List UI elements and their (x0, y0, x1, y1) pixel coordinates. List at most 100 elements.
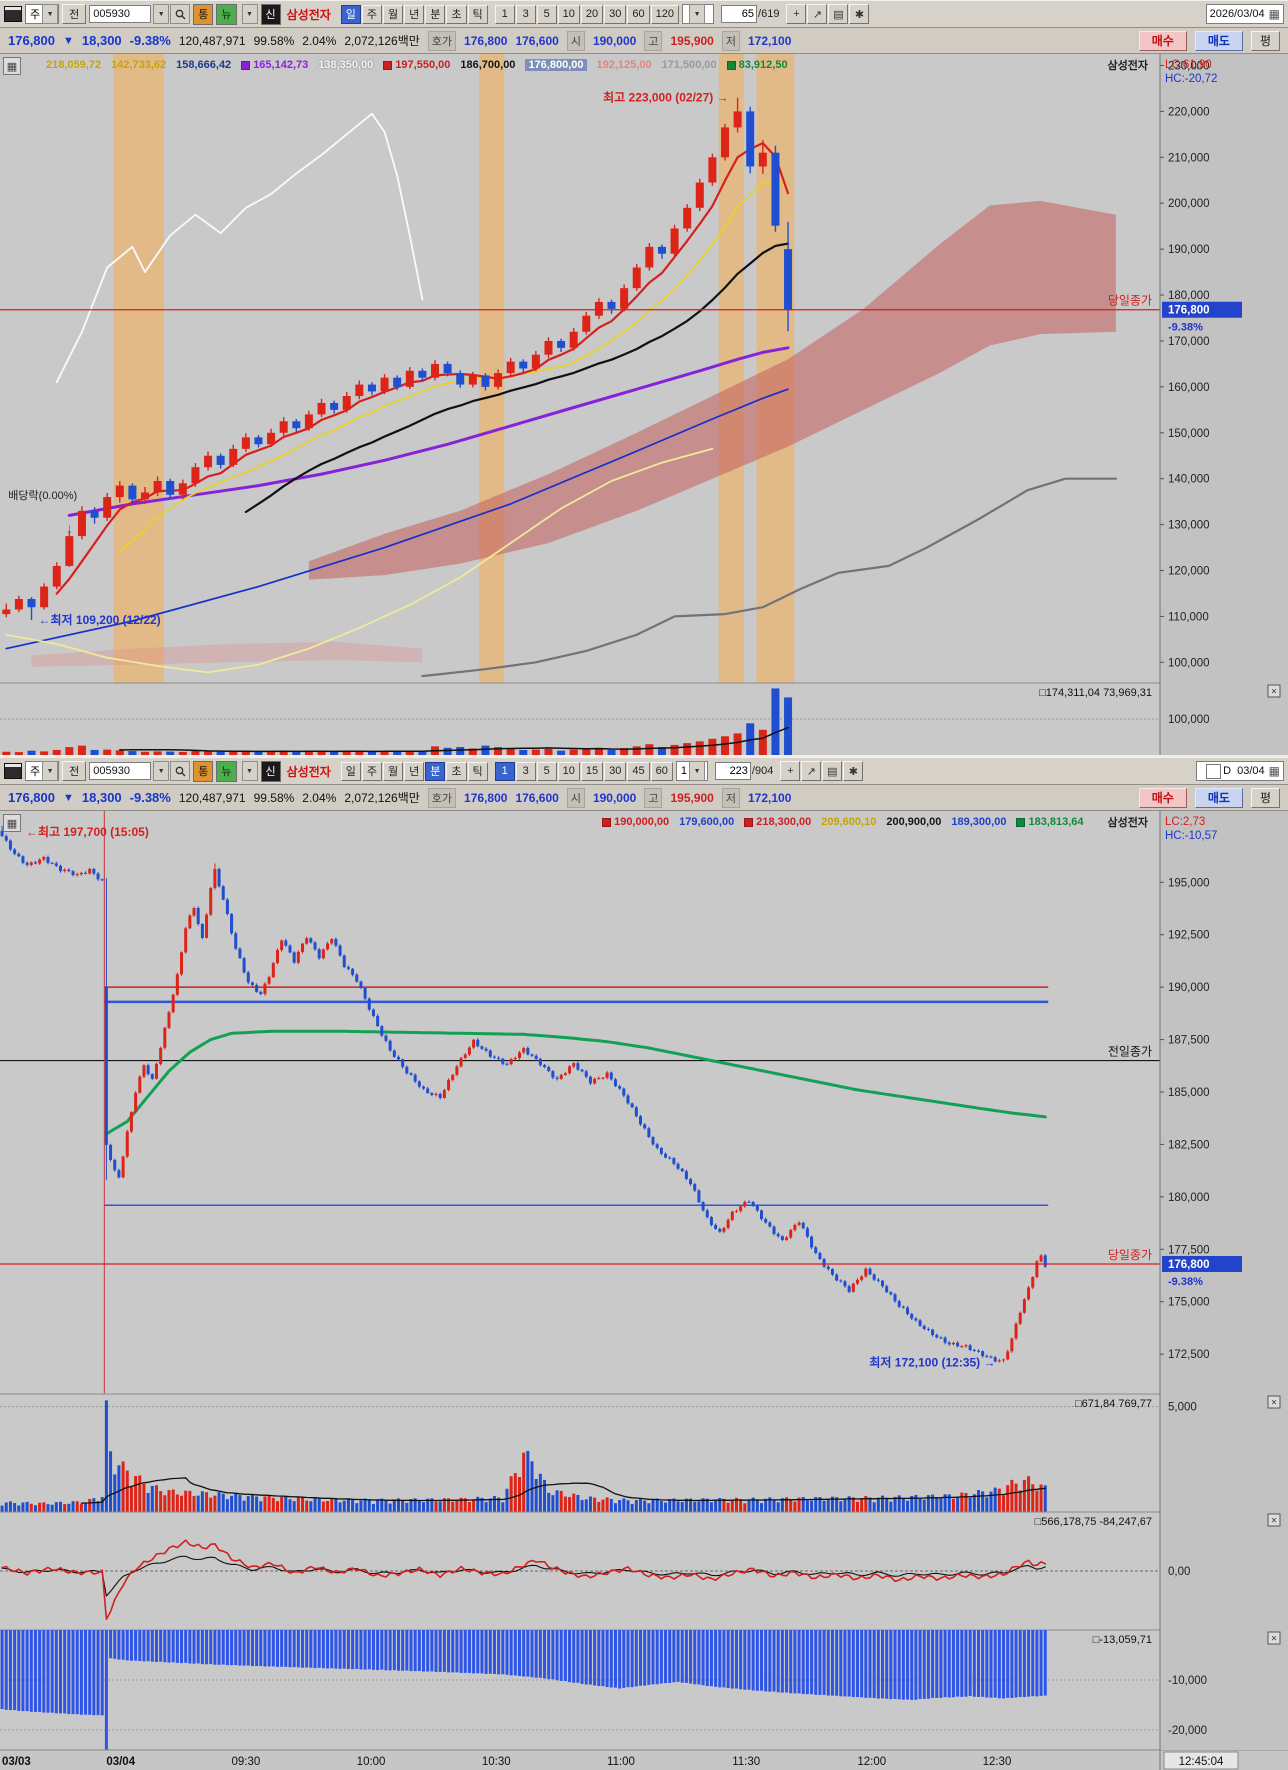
trendline-icon[interactable]: ↗ (801, 761, 822, 781)
tong-button[interactable]: 통 (193, 3, 214, 25)
period-button-4[interactable]: 년 (404, 761, 425, 781)
chevron-down-icon[interactable]: ▼ (689, 4, 706, 24)
date-field[interactable]: 2026/03/04 ▦ (1205, 4, 1284, 24)
sell-button[interactable]: 매도 (1194, 30, 1243, 51)
chevron-down-icon[interactable]: ▼ (42, 761, 59, 781)
bar-count-input[interactable] (714, 762, 751, 780)
interval-combo[interactable]: 주 ▼ (25, 4, 60, 24)
preset-button-1[interactable]: 1 (494, 761, 515, 781)
close-indicator-icon[interactable] (1267, 1395, 1281, 1409)
code-dropdown-icon[interactable]: ▼ (153, 4, 170, 24)
bar-total-label: /619 (758, 8, 780, 20)
crosshair-icon[interactable]: + (780, 761, 801, 781)
preset-button-2[interactable]: 3 (515, 4, 536, 24)
d-checkbox[interactable] (1206, 763, 1222, 779)
save-icon[interactable]: ▤ (822, 761, 843, 781)
turnover-ratio: 99.58% (253, 33, 295, 48)
preset-button-8[interactable]: 120 (650, 4, 680, 24)
preset-button-2[interactable]: 3 (515, 761, 536, 781)
preset-button-4[interactable]: 10 (557, 4, 580, 24)
period-button-5[interactable]: 분 (425, 761, 446, 781)
period-button-3[interactable]: 월 (383, 761, 404, 781)
period-button-2[interactable]: 주 (361, 4, 383, 24)
open-price: 190,000 (592, 33, 637, 48)
news-dropdown-icon[interactable]: ▼ (241, 761, 258, 781)
preset-button-5[interactable]: 20 (580, 4, 604, 24)
svg-text:03/04: 03/04 (106, 1756, 135, 1768)
trendline-icon[interactable]: ↗ (807, 4, 828, 24)
window-icon[interactable] (4, 763, 22, 779)
crosshair-icon[interactable]: + (786, 4, 807, 24)
preset-button-5[interactable]: 15 (580, 761, 604, 781)
preset-button-3[interactable]: 5 (536, 761, 557, 781)
buy-button[interactable]: 매수 (1138, 30, 1187, 51)
low-label: 저 (721, 787, 740, 808)
date-field[interactable]: D 03/04 ▦ (1196, 761, 1284, 781)
save-icon[interactable]: ▤ (828, 4, 849, 24)
preset-button-4[interactable]: 10 (557, 761, 580, 781)
period-button-3[interactable]: 월 (383, 4, 404, 24)
preset-button-3[interactable]: 5 (536, 4, 557, 24)
svg-text:×: × (1271, 1398, 1277, 1409)
preset-button-6[interactable]: 30 (604, 4, 627, 24)
svg-text:09:30: 09:30 (231, 1756, 260, 1768)
preset-button-1[interactable]: 1 (494, 4, 515, 24)
chevron-down-icon[interactable]: ▼ (689, 761, 706, 781)
sell-button[interactable]: 매도 (1194, 787, 1243, 808)
preset-button-8[interactable]: 60 (650, 761, 673, 781)
svg-text:176,800: 176,800 (1168, 305, 1210, 317)
period-button-6[interactable]: 초 (446, 761, 467, 781)
stock-name: 삼성전자 (286, 7, 331, 22)
sin-badge: 신 (260, 3, 281, 25)
period-button-1[interactable]: 일 (340, 4, 361, 24)
tong-button[interactable]: 통 (193, 760, 214, 782)
period-button-7[interactable]: 틱 (467, 761, 488, 781)
flat-button[interactable]: 평 (1250, 30, 1280, 51)
close-indicator-icon[interactable] (1267, 684, 1281, 698)
preset-buttons: 1 3 5 10 20 30 60 120 (494, 4, 680, 24)
buy-button[interactable]: 매수 (1138, 787, 1187, 808)
window-icon[interactable] (4, 6, 22, 22)
close-indicator-icon[interactable] (1267, 1631, 1281, 1645)
svg-text:150,000: 150,000 (1168, 428, 1210, 440)
period-button-7[interactable]: 틱 (467, 4, 488, 24)
bar-count-input[interactable] (721, 5, 758, 23)
preset-button-7[interactable]: 60 (627, 4, 650, 24)
flat-button[interactable]: 평 (1250, 787, 1280, 808)
code-dropdown-icon[interactable]: ▼ (153, 761, 170, 781)
minute-chart-svg: ←최고 197,700 (15:05) 최저 172,100 (12:35) → □… (0, 811, 1288, 1770)
settings-icon[interactable]: ✱ (843, 761, 864, 781)
period-button-6[interactable]: 초 (446, 4, 467, 24)
preset-button-7[interactable]: 45 (627, 761, 650, 781)
settings-icon[interactable]: ✱ (849, 4, 870, 24)
subinterval-combo[interactable]: 1 ▼ (675, 761, 708, 781)
chart-grid-icon[interactable]: ▦ (3, 814, 21, 832)
period-button-5[interactable]: 분 (425, 4, 446, 24)
jeon-button[interactable]: 전 (62, 761, 87, 781)
nyu-button[interactable]: 뉴 (216, 3, 237, 25)
period-button-2[interactable]: 주 (361, 761, 383, 781)
search-icon[interactable] (170, 4, 191, 24)
period-button-1[interactable]: 일 (340, 761, 361, 781)
news-dropdown-icon[interactable]: ▼ (241, 4, 258, 24)
svg-text:190,000: 190,000 (1168, 244, 1210, 256)
close-indicator-icon[interactable] (1267, 1513, 1281, 1527)
bid-price: 176,600 (515, 33, 559, 48)
jeon-button[interactable]: 전 (62, 4, 87, 24)
stock-code-input[interactable] (89, 762, 152, 780)
interval-combo[interactable]: 주 ▼ (25, 761, 60, 781)
chart-grid-icon[interactable]: ▦ (3, 57, 21, 75)
chevron-down-icon[interactable]: ▼ (42, 4, 59, 24)
svg-text:110,000: 110,000 (1168, 611, 1209, 623)
preset-button-6[interactable]: 30 (604, 761, 627, 781)
minute-candles (0, 825, 1047, 1363)
svg-text:LC:2,73: LC:2,73 (1165, 816, 1205, 828)
search-icon[interactable] (170, 761, 191, 781)
nyu-button[interactable]: 뉴 (216, 760, 237, 782)
period-button-4[interactable]: 년 (404, 4, 425, 24)
interval-combo-value: 주 (30, 9, 41, 21)
svg-text:10:30: 10:30 (482, 1756, 511, 1768)
stock-code-input[interactable] (89, 5, 152, 23)
subinterval-combo[interactable]: ▼ (682, 4, 715, 24)
svg-text:11:30: 11:30 (732, 1756, 760, 1768)
